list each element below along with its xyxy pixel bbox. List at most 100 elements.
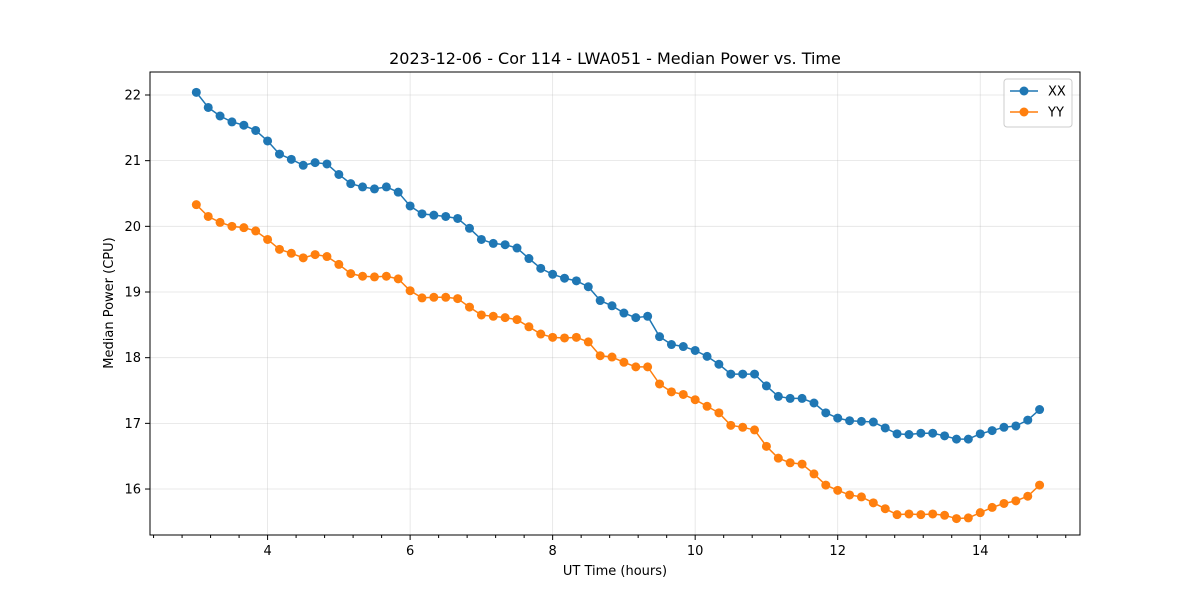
series-xx-point bbox=[975, 429, 985, 439]
series-xx-point bbox=[773, 391, 783, 401]
series-xx-point bbox=[785, 393, 795, 403]
y-tick-label: 22 bbox=[124, 88, 141, 103]
series-yy-point bbox=[987, 502, 997, 512]
x-tick-label: 14 bbox=[972, 544, 989, 559]
series-yy-point bbox=[417, 293, 427, 303]
y-axis-label: Median Power (CPU) bbox=[102, 237, 117, 368]
series-xx-point bbox=[441, 211, 451, 221]
series-yy-point bbox=[381, 271, 391, 281]
series-xx-point bbox=[405, 201, 415, 211]
series-yy-point bbox=[441, 292, 451, 302]
series-xx-point bbox=[358, 182, 368, 192]
series-yy-point bbox=[999, 498, 1009, 508]
series-yy-point bbox=[821, 480, 831, 490]
series-xx-point bbox=[880, 423, 890, 433]
series-xx-point bbox=[453, 213, 463, 223]
series-yy-point bbox=[702, 401, 712, 411]
series-xx-point bbox=[393, 187, 403, 197]
series-xx-point bbox=[619, 308, 629, 318]
series-yy-point bbox=[607, 352, 617, 362]
series-yy-point bbox=[263, 234, 273, 244]
series-xx-point bbox=[845, 416, 855, 426]
series-xx-point bbox=[476, 234, 486, 244]
series-yy-point bbox=[892, 510, 902, 520]
series-xx-point bbox=[191, 87, 201, 97]
series-yy-point bbox=[322, 252, 332, 262]
series-yy-point bbox=[916, 510, 926, 520]
series-yy-point bbox=[393, 274, 403, 284]
series-yy-point bbox=[655, 379, 665, 389]
series-yy-point bbox=[833, 485, 843, 495]
series-yy-point bbox=[203, 211, 213, 221]
series-yy-point bbox=[975, 508, 985, 518]
series-yy-point bbox=[619, 357, 629, 367]
series-xx-point bbox=[999, 422, 1009, 432]
series-yy-point bbox=[773, 453, 783, 463]
series-yy-point bbox=[500, 313, 510, 323]
series-yy-point bbox=[726, 420, 736, 430]
series-xx-point bbox=[560, 273, 570, 283]
series-xx-point bbox=[417, 209, 427, 219]
series-xx-point bbox=[916, 428, 926, 438]
series-xx-point bbox=[464, 223, 474, 233]
series-xx-point bbox=[750, 369, 760, 379]
series-xx-point bbox=[595, 296, 605, 306]
series-xx-point bbox=[381, 182, 391, 192]
y-tick-label: 20 bbox=[124, 220, 141, 235]
series-yy-point bbox=[191, 200, 201, 210]
series-xx-point bbox=[500, 240, 510, 250]
y-axis-ticks: 16 17 18 19 20 21 22 bbox=[124, 88, 150, 498]
series-xx-point bbox=[429, 210, 439, 220]
series-xx-point bbox=[797, 393, 807, 403]
x-tick-label: 6 bbox=[406, 544, 414, 559]
series-xx-point bbox=[714, 359, 724, 369]
series-xx-point bbox=[726, 369, 736, 379]
series-xx-point bbox=[856, 416, 866, 426]
series-yy-point bbox=[868, 498, 878, 508]
series-xx-point bbox=[203, 102, 213, 112]
series-xx-point bbox=[263, 136, 273, 146]
series-layer bbox=[191, 87, 1045, 524]
series-xx-point bbox=[571, 276, 581, 286]
series-xx-point bbox=[655, 332, 665, 342]
grid bbox=[150, 72, 1080, 535]
series-yy-point bbox=[512, 315, 522, 325]
series-xx-point bbox=[833, 413, 843, 423]
x-tick-label: 4 bbox=[263, 544, 271, 559]
legend-yy-label: YY bbox=[1047, 106, 1064, 121]
series-xx-point bbox=[821, 408, 831, 418]
series-xx-point bbox=[690, 345, 700, 355]
series-yy-point bbox=[595, 351, 605, 361]
series-yy-point bbox=[1011, 496, 1021, 506]
x-tick-label: 8 bbox=[549, 544, 557, 559]
series-yy-point bbox=[536, 329, 546, 339]
series-yy-point bbox=[239, 223, 249, 233]
series-yy-point bbox=[286, 248, 296, 258]
legend: XX YY bbox=[1003, 78, 1073, 128]
series-yy-point bbox=[488, 311, 498, 321]
series-yy-point bbox=[714, 408, 724, 418]
series-xx-point bbox=[274, 149, 284, 159]
series-xx-point bbox=[761, 381, 771, 391]
series-xx-point bbox=[239, 120, 249, 130]
series-xx-point bbox=[488, 238, 498, 248]
series-yy-point bbox=[940, 510, 950, 520]
series-xx-point bbox=[251, 125, 261, 135]
series-xx-point bbox=[1011, 421, 1021, 431]
series-yy-point bbox=[571, 332, 581, 342]
series-yy-point bbox=[761, 441, 771, 451]
series-xx-point bbox=[1023, 415, 1033, 425]
series-xx-point bbox=[310, 158, 320, 168]
x-tick-label: 12 bbox=[829, 544, 846, 559]
series-yy-point bbox=[429, 292, 439, 302]
y-tick-label: 18 bbox=[124, 351, 141, 366]
x-axis-ticks: 4 6 8 10 12 14 bbox=[153, 535, 1067, 559]
series-xx-point bbox=[607, 301, 617, 311]
series-xx-point bbox=[215, 111, 225, 121]
series-yy-point bbox=[548, 332, 558, 342]
series-xx-point bbox=[1035, 405, 1045, 415]
y-tick-label: 17 bbox=[124, 417, 141, 432]
series-xx-point bbox=[987, 426, 997, 436]
series-xx-point bbox=[940, 431, 950, 441]
